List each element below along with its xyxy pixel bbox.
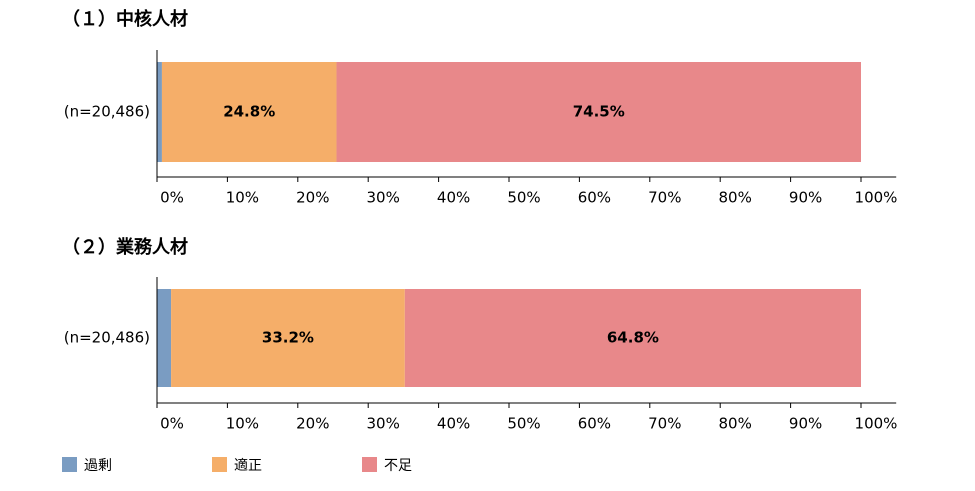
legend-swatch [62, 457, 77, 472]
x-tick-label: 80% [719, 189, 752, 207]
category-label: (n=20,486) [64, 329, 150, 347]
value-label: 64.8% [607, 329, 659, 347]
legend-label: 適正 [234, 457, 262, 474]
x-tick-label: 60% [578, 415, 611, 433]
x-tick-label: 60% [578, 189, 611, 207]
x-tick-label: 20% [296, 189, 329, 207]
x-tick-label: 0% [160, 189, 184, 207]
bar-segment [171, 289, 405, 387]
value-label: 24.8% [223, 103, 275, 121]
x-tick-label: 50% [507, 189, 540, 207]
chart-title: （１）中核人材 [62, 8, 188, 30]
legend-swatch [212, 457, 227, 472]
bar-segment [336, 62, 861, 162]
x-tick-label: 70% [648, 189, 681, 207]
x-tick-label: 40% [437, 415, 470, 433]
bar-segment [161, 62, 337, 162]
x-tick-label: 20% [296, 415, 329, 433]
x-tick-label: 30% [367, 415, 400, 433]
bar-segment [157, 62, 162, 162]
x-tick-label: 70% [648, 415, 681, 433]
legend-label: 過剰 [84, 458, 112, 474]
x-tick-label: 90% [789, 189, 822, 207]
value-label: 74.5% [573, 103, 625, 121]
x-tick-label: 100% [855, 415, 898, 433]
chart-title: （２）業務人材 [62, 236, 188, 258]
category-label: (n=20,486) [64, 103, 150, 121]
bar-segment [404, 289, 861, 387]
x-tick-label: 80% [719, 415, 752, 433]
legend-swatch [362, 457, 377, 472]
x-tick-label: 100% [855, 189, 898, 207]
legend-label: 不足 [384, 458, 412, 474]
x-tick-label: 10% [226, 415, 259, 433]
x-tick-label: 40% [437, 189, 470, 207]
x-tick-label: 0% [160, 415, 184, 433]
value-label: 33.2% [262, 329, 314, 347]
x-tick-label: 10% [226, 189, 259, 207]
bar-segment [157, 289, 172, 387]
x-tick-label: 90% [789, 415, 822, 433]
x-tick-label: 30% [367, 189, 400, 207]
x-tick-label: 50% [507, 415, 540, 433]
